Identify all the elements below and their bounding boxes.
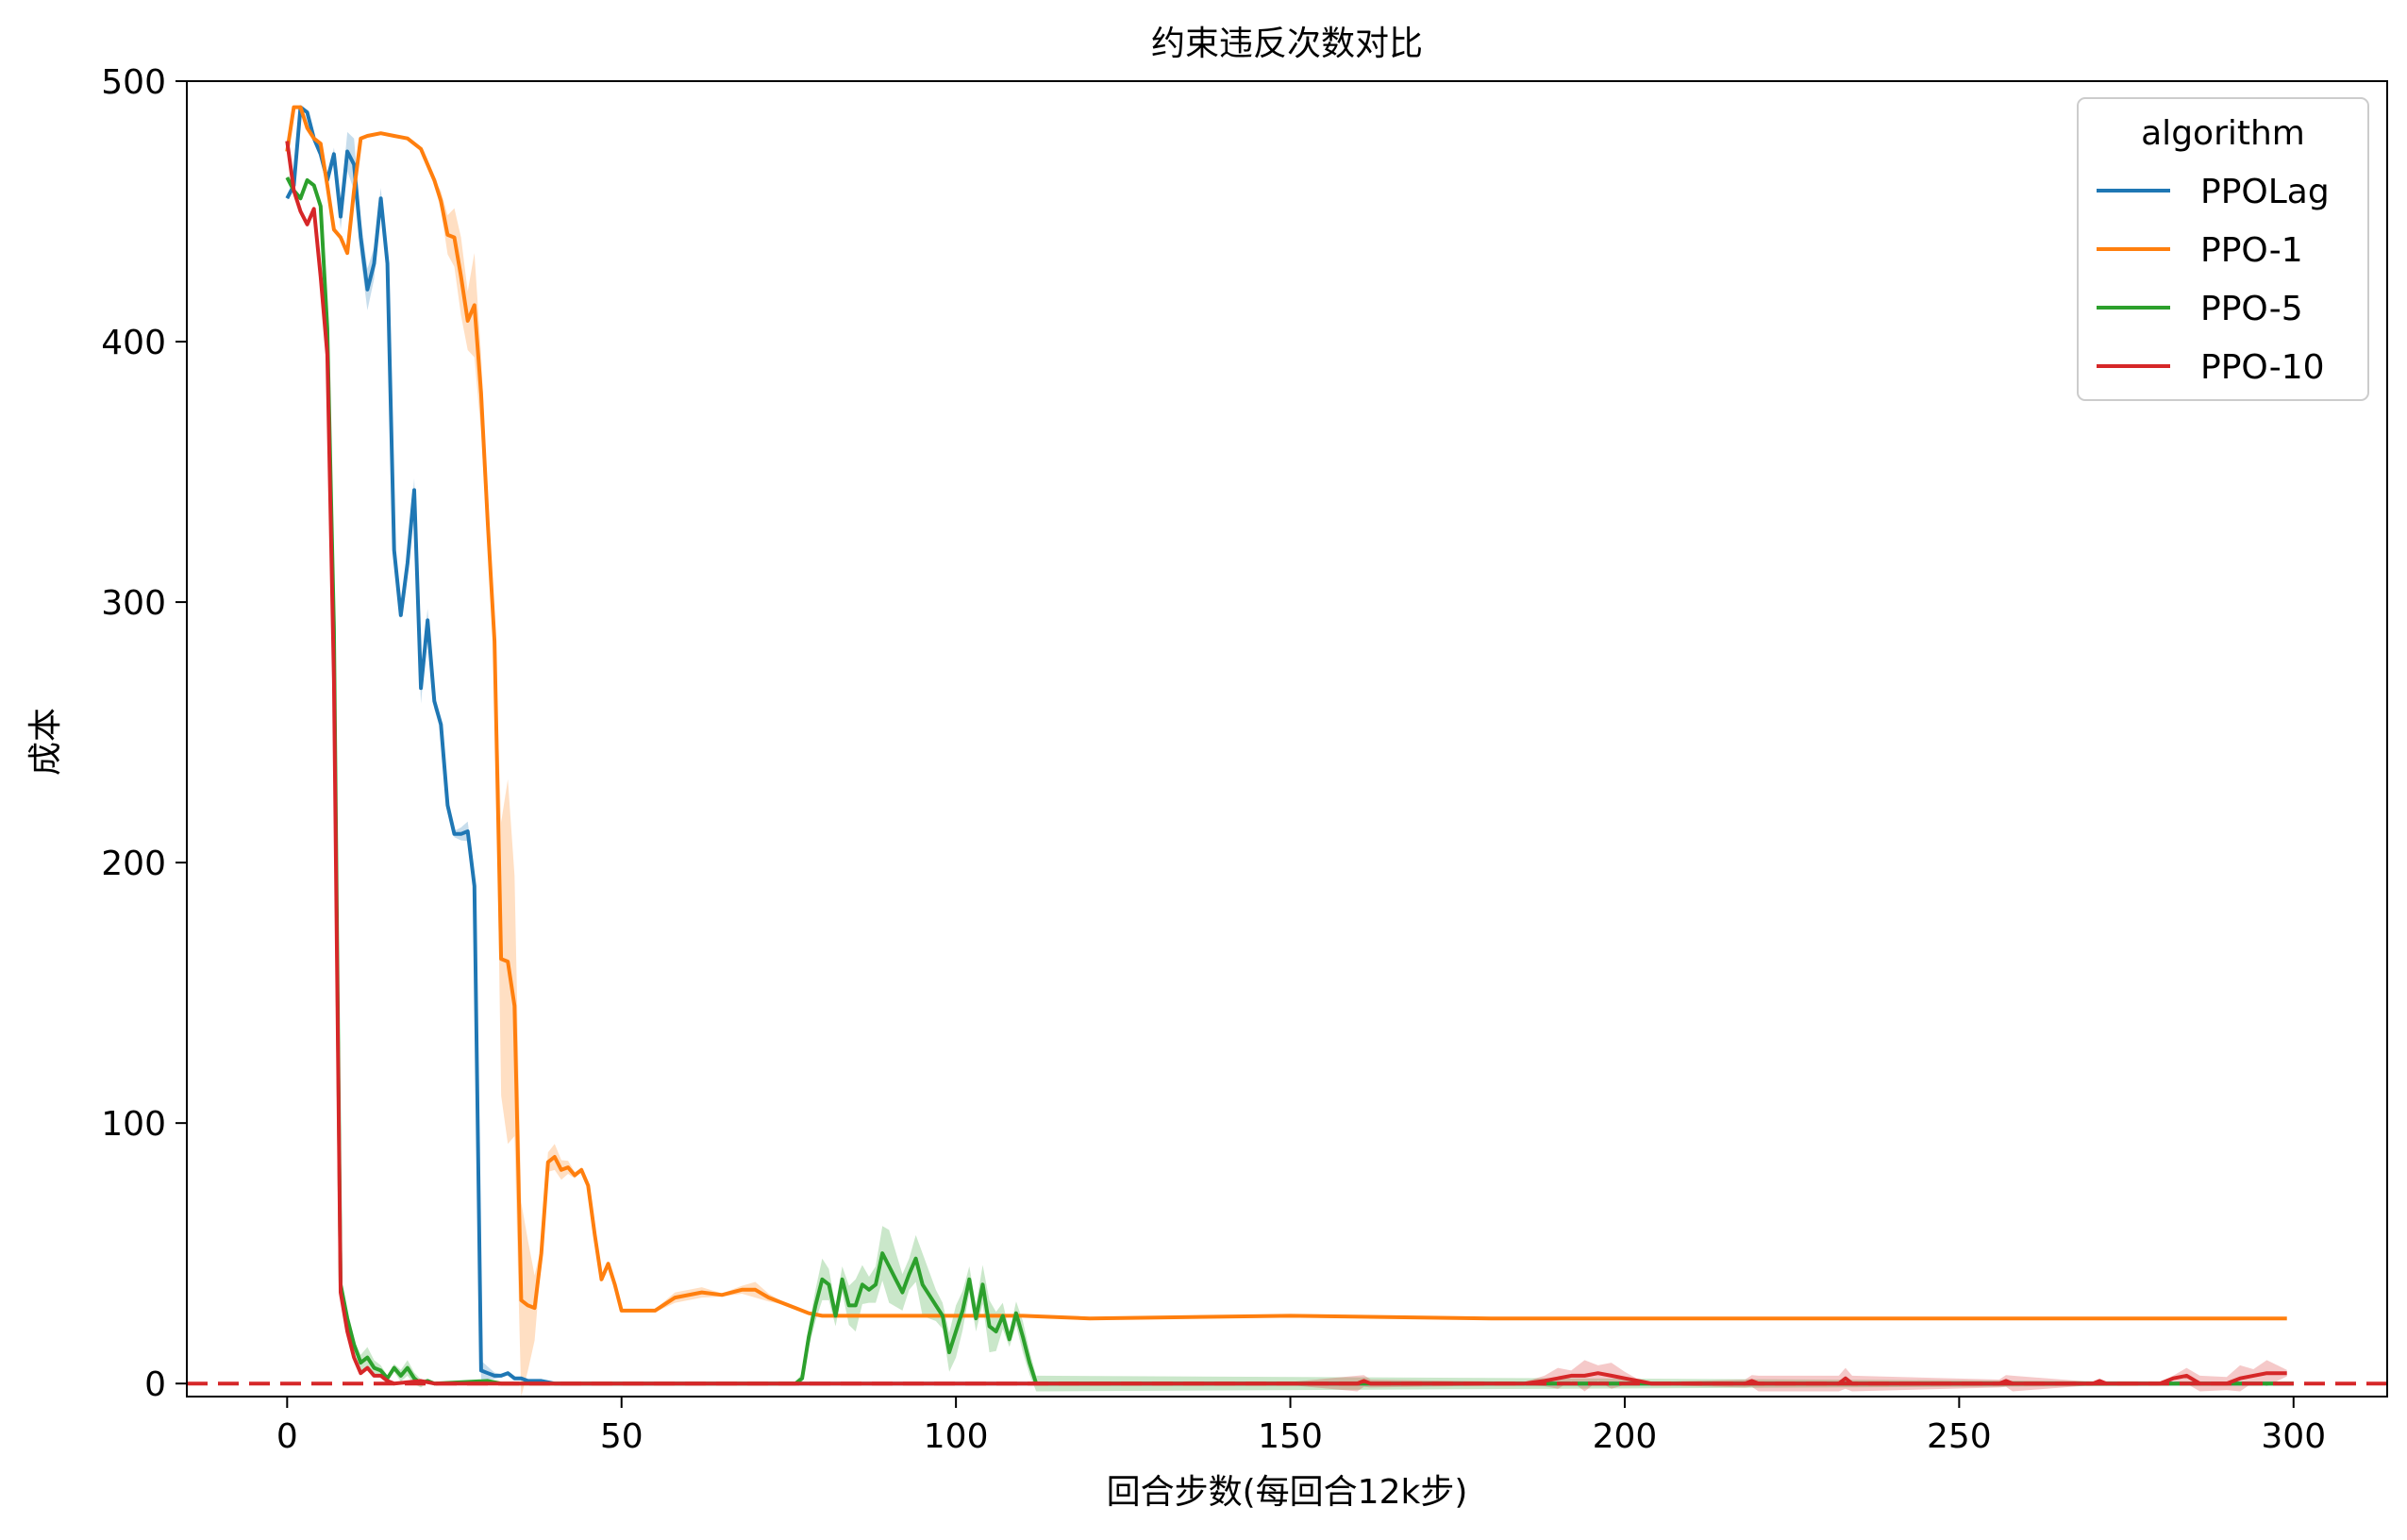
y-tick-label: 100 bbox=[101, 1105, 166, 1144]
y-tick-label: 400 bbox=[101, 324, 166, 362]
x-tick-label: 300 bbox=[2261, 1417, 2326, 1456]
x-tick-label: 250 bbox=[1927, 1417, 1992, 1456]
x-tick-label: 200 bbox=[1593, 1417, 1658, 1456]
legend: algorithm PPOLag PPO-1 PPO-5 PPO-10 bbox=[2077, 97, 2369, 401]
legend-title: algorithm bbox=[2141, 114, 2305, 153]
plot-background bbox=[187, 81, 2387, 1397]
y-axis-label: 成本 bbox=[26, 708, 65, 776]
series-line-PPO-1 bbox=[285, 105, 2287, 1321]
legend-label: PPO-1 bbox=[2200, 231, 2303, 270]
legend-label: PPOLag bbox=[2200, 173, 2330, 211]
x-tick-label: 0 bbox=[276, 1417, 298, 1456]
y-tick-label: 200 bbox=[101, 845, 166, 883]
x-tick-label: 150 bbox=[1258, 1417, 1323, 1456]
y-axis: 0 100 200 300 400 500 bbox=[101, 63, 187, 1404]
series-line-PPO-5 bbox=[285, 176, 2294, 1386]
y-tick-label: 0 bbox=[144, 1365, 166, 1404]
x-tick-label: 100 bbox=[924, 1417, 989, 1456]
legend-label: PPO-10 bbox=[2200, 348, 2325, 387]
x-axis-label: 回合步数(每回合12k步) bbox=[1107, 1473, 1468, 1512]
plot-frame bbox=[186, 80, 2388, 1398]
y-tick-label: 300 bbox=[101, 584, 166, 623]
legend-items: PPOLag PPO-1 PPO-5 PPO-10 bbox=[2097, 173, 2330, 387]
chart-title: 约束违反次数对比 bbox=[1151, 25, 1423, 63]
plot-area bbox=[186, 80, 2388, 1398]
legend-box bbox=[2077, 97, 2369, 401]
series-line-PPOLag bbox=[285, 105, 2294, 1386]
legend-label: PPO-5 bbox=[2200, 290, 2303, 328]
x-axis: 0 50 100 150 200 250 300 bbox=[276, 1397, 2326, 1456]
x-tick-label: 50 bbox=[600, 1417, 644, 1456]
y-tick-label: 500 bbox=[101, 63, 166, 102]
